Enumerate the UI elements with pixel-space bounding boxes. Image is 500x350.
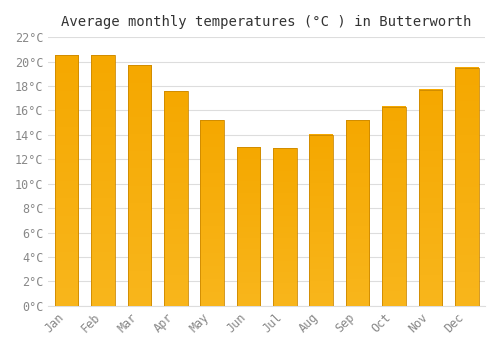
Bar — [418, 90, 442, 306]
Bar — [382, 107, 406, 306]
Bar — [54, 55, 78, 306]
Bar — [128, 65, 151, 306]
Bar — [310, 135, 333, 306]
Bar — [236, 147, 260, 306]
Bar — [164, 91, 188, 306]
Bar — [91, 55, 115, 306]
Bar — [273, 148, 296, 306]
Title: Average monthly temperatures (°C ) in Butterworth: Average monthly temperatures (°C ) in Bu… — [62, 15, 472, 29]
Bar — [346, 120, 370, 306]
Bar — [455, 68, 478, 306]
Bar — [200, 120, 224, 306]
